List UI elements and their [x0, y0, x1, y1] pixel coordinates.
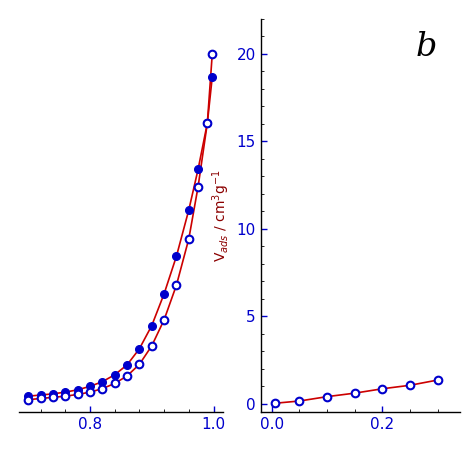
Y-axis label: V$_{ads}$ / cm$^{3}$g$^{-1}$: V$_{ads}$ / cm$^{3}$g$^{-1}$	[211, 169, 232, 262]
Text: b: b	[416, 31, 438, 63]
